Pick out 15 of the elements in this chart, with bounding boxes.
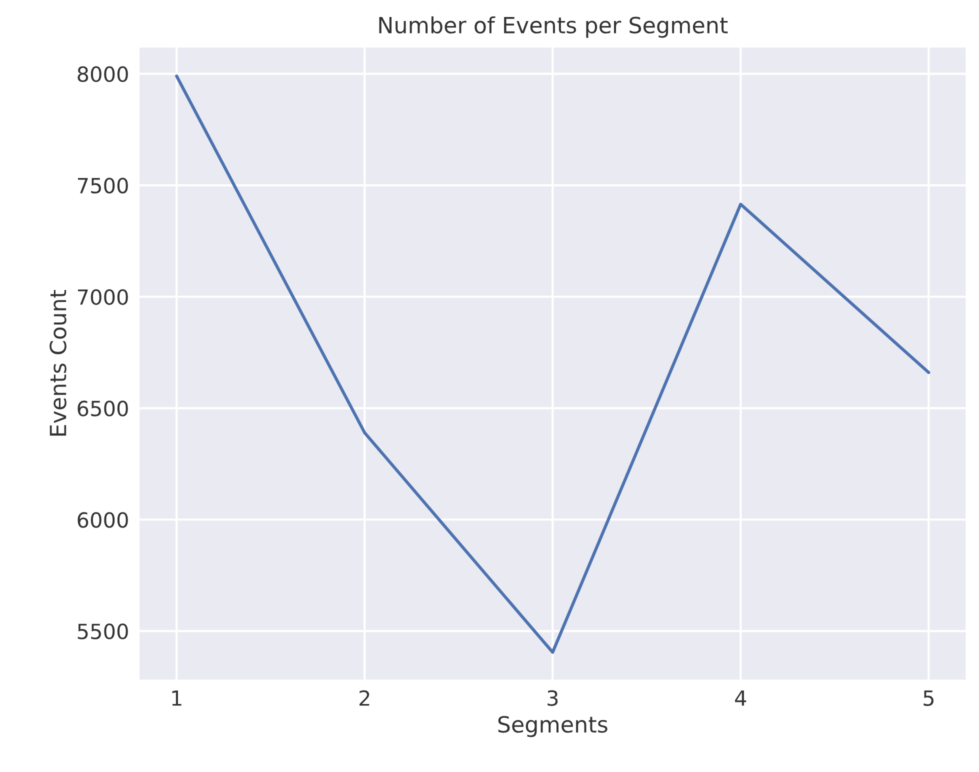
y-tick-label: 7000 — [78, 289, 128, 305]
y-tick-label: 6500 — [78, 400, 128, 416]
y-tick-label: 8000 — [78, 66, 128, 82]
y-axis-title: Events Count — [50, 290, 66, 436]
y-tick-label: 7500 — [78, 178, 128, 194]
x-tick-label: 4 — [735, 690, 746, 706]
x-tick-label: 2 — [360, 690, 370, 706]
x-axis-title: Segments — [498, 716, 608, 738]
chart-title: Number of Events per Segment — [379, 16, 728, 38]
y-tick-label: 6000 — [78, 512, 128, 528]
y-tick-label: 5500 — [78, 624, 128, 640]
x-tick-label: 5 — [924, 690, 934, 706]
x-tick-label: 3 — [548, 690, 558, 706]
x-tick-label: 1 — [172, 690, 182, 706]
line-series — [175, 74, 930, 654]
